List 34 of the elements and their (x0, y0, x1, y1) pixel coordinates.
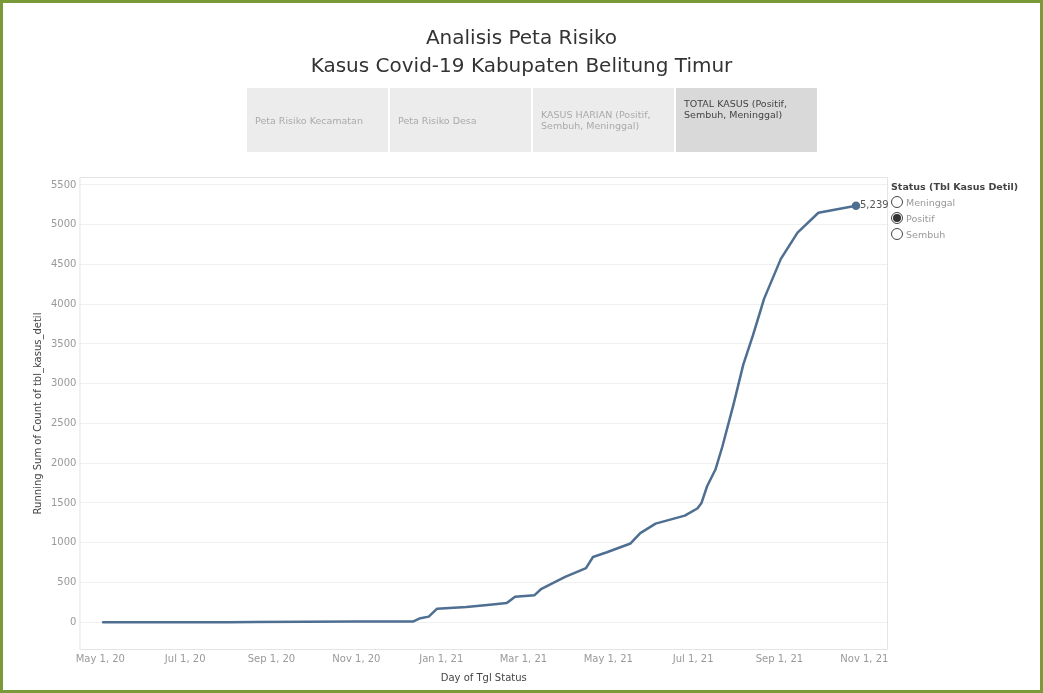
y-tick-label: 1500 (51, 496, 77, 508)
text: Peta Risiko Kecamatan (247, 88, 388, 152)
x-tick-label: Sep 1, 20 (247, 652, 296, 664)
data-label: 5,239 (859, 199, 889, 211)
y-tick-label: 5000 (51, 218, 77, 230)
text: Peta Risiko Desa (390, 88, 531, 152)
y-tick-label: 500 (57, 576, 77, 588)
text: Status (Tbl Kasus Detil) (891, 181, 1019, 192)
y-tick-label: 0 (70, 615, 77, 627)
x-tick-label: May 1, 20 (75, 652, 125, 664)
y-tick-label: 1000 (51, 536, 77, 548)
text: Sembuh (906, 228, 946, 240)
x-tick-label: Nov 1, 21 (840, 652, 889, 664)
x-tick-label: May 1, 21 (583, 652, 633, 664)
y-tick-label: 4500 (51, 258, 77, 270)
text: KASUS HARIAN (Positif, Sembuh, Meninggal) (533, 88, 674, 152)
y-tick-label: 2000 (51, 456, 77, 468)
text: Positif (906, 212, 935, 224)
text: TOTAL KASUS (Positif, Sembuh, Meninggal) (676, 88, 817, 152)
x-axis-title: Day of Tgl Status (440, 671, 527, 683)
x-tick-label: Jul 1, 21 (671, 652, 714, 664)
x-tick-label: Sep 1, 21 (755, 652, 804, 664)
x-tick-label: Jul 1, 20 (163, 652, 206, 664)
x-tick-label: Jan 1, 21 (418, 652, 464, 664)
y-tick-label: 3500 (51, 337, 77, 349)
chart-title: Analisis Peta Risiko Kasus Covid-19 Kabupaten Belitung Timur (309, 24, 734, 79)
y-tick-label: 4000 (51, 297, 77, 309)
text: Meninggal (906, 196, 956, 208)
x-tick-label: Mar 1, 21 (499, 652, 548, 664)
y-tick-label: 5500 (51, 178, 77, 190)
y-tick-label: 2500 (51, 417, 77, 429)
y-axis-title: Running Sum of Count of tbl_kasus_detil (31, 312, 44, 515)
y-tick-label: 3000 (51, 377, 77, 389)
x-tick-label: Nov 1, 20 (332, 652, 381, 664)
